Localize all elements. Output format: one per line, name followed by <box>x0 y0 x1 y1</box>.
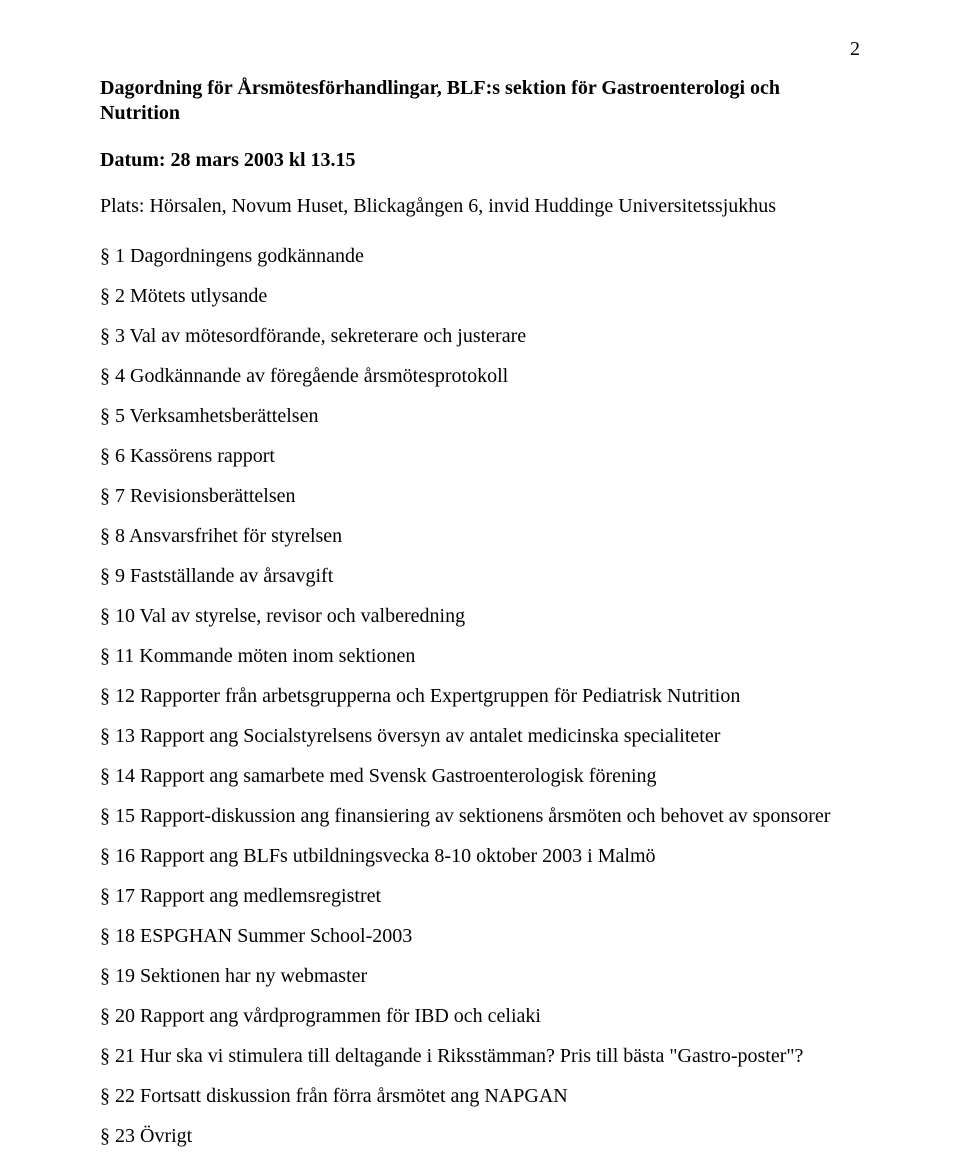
date-line: Datum: 28 mars 2003 kl 13.15 <box>100 149 860 172</box>
agenda-item: § 5 Verksamhetsberättelsen <box>100 404 860 429</box>
agenda-item: § 2 Mötets utlysande <box>100 284 860 309</box>
document-page: 2 Dagordning för Årsmötesförhandlingar, … <box>0 0 960 1176</box>
agenda-item: § 14 Rapport ang samarbete med Svensk Ga… <box>100 764 860 789</box>
title-line-1: Dagordning för Årsmötesförhandlingar, BL… <box>100 76 860 101</box>
page-number: 2 <box>850 38 860 61</box>
agenda-item: § 13 Rapport ang Socialstyrelsens översy… <box>100 724 860 749</box>
agenda-item: § 15 Rapport-diskussion ang finansiering… <box>100 804 860 829</box>
venue-line: Plats: Hörsalen, Novum Huset, Blickagång… <box>100 195 860 218</box>
agenda-item: § 16 Rapport ang BLFs utbildningsvecka 8… <box>100 844 860 869</box>
agenda-item: § 18 ESPGHAN Summer School-2003 <box>100 924 860 949</box>
agenda-item: § 1 Dagordningens godkännande <box>100 244 860 269</box>
agenda-item: § 23 Övrigt <box>100 1124 860 1149</box>
document-content: Dagordning för Årsmötesförhandlingar, BL… <box>100 76 860 1149</box>
agenda-item: § 10 Val av styrelse, revisor och valber… <box>100 604 860 629</box>
agenda-item: § 22 Fortsatt diskussion från förra årsm… <box>100 1084 860 1109</box>
agenda-item: § 8 Ansvarsfrihet för styrelsen <box>100 524 860 549</box>
agenda-item: § 19 Sektionen har ny webmaster <box>100 964 860 989</box>
agenda-item: § 12 Rapporter från arbetsgrupperna och … <box>100 684 860 709</box>
agenda-item: § 20 Rapport ang vårdprogrammen för IBD … <box>100 1004 860 1029</box>
agenda-item: § 11 Kommande möten inom sektionen <box>100 644 860 669</box>
agenda-item: § 7 Revisionsberättelsen <box>100 484 860 509</box>
title-line-2: Nutrition <box>100 101 860 126</box>
agenda-item: § 4 Godkännande av föregående årsmötespr… <box>100 364 860 389</box>
agenda-list: § 1 Dagordningens godkännande § 2 Mötets… <box>100 244 860 1149</box>
agenda-item: § 3 Val av mötesordförande, sekreterare … <box>100 324 860 349</box>
agenda-item: § 17 Rapport ang medlemsregistret <box>100 884 860 909</box>
agenda-item: § 21 Hur ska vi stimulera till deltagand… <box>100 1044 860 1069</box>
agenda-item: § 6 Kassörens rapport <box>100 444 860 469</box>
agenda-item: § 9 Fastställande av årsavgift <box>100 564 860 589</box>
